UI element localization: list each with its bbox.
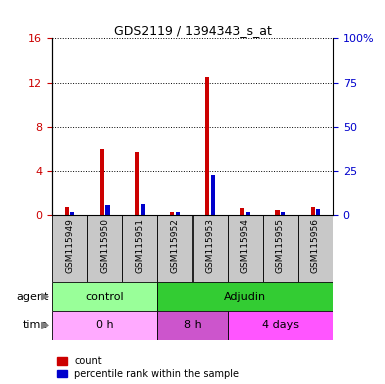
Bar <box>122 215 157 282</box>
Bar <box>176 212 180 215</box>
Text: GSM115952: GSM115952 <box>171 218 179 273</box>
Bar <box>52 282 157 311</box>
Text: agent: agent <box>16 291 49 302</box>
Text: 4 days: 4 days <box>262 320 299 331</box>
Bar <box>157 282 333 311</box>
Text: control: control <box>85 291 124 302</box>
Text: GSM115956: GSM115956 <box>311 218 320 273</box>
Text: time: time <box>23 320 49 331</box>
Bar <box>240 209 244 215</box>
Bar <box>192 215 228 282</box>
Text: GSM115950: GSM115950 <box>100 218 109 273</box>
Bar <box>135 152 139 215</box>
Bar <box>70 212 74 215</box>
Bar <box>141 204 145 215</box>
Bar <box>170 212 174 215</box>
Bar <box>52 311 157 340</box>
Bar <box>311 207 315 215</box>
Bar <box>281 212 285 215</box>
Bar <box>298 215 333 282</box>
Bar <box>228 215 263 282</box>
Bar <box>211 175 215 215</box>
Text: GSM115955: GSM115955 <box>276 218 285 273</box>
Bar <box>316 209 320 215</box>
Legend: count, percentile rank within the sample: count, percentile rank within the sample <box>57 356 239 379</box>
Bar <box>157 311 228 340</box>
Text: GSM115949: GSM115949 <box>65 218 74 273</box>
Text: GSM115953: GSM115953 <box>206 218 214 273</box>
Bar <box>263 215 298 282</box>
Text: GSM115951: GSM115951 <box>135 218 144 273</box>
Bar <box>228 311 333 340</box>
Bar <box>65 207 69 215</box>
Text: Adjudin: Adjudin <box>224 291 266 302</box>
Bar <box>105 205 110 215</box>
Bar <box>52 215 87 282</box>
Bar <box>275 210 280 215</box>
Bar <box>87 215 122 282</box>
Text: GSM115954: GSM115954 <box>241 218 250 273</box>
Bar <box>246 212 250 215</box>
Bar <box>205 77 209 215</box>
Title: GDS2119 / 1394343_s_at: GDS2119 / 1394343_s_at <box>114 24 271 37</box>
Bar <box>100 149 104 215</box>
Text: 0 h: 0 h <box>96 320 114 331</box>
Text: 8 h: 8 h <box>184 320 201 331</box>
Bar <box>157 215 192 282</box>
